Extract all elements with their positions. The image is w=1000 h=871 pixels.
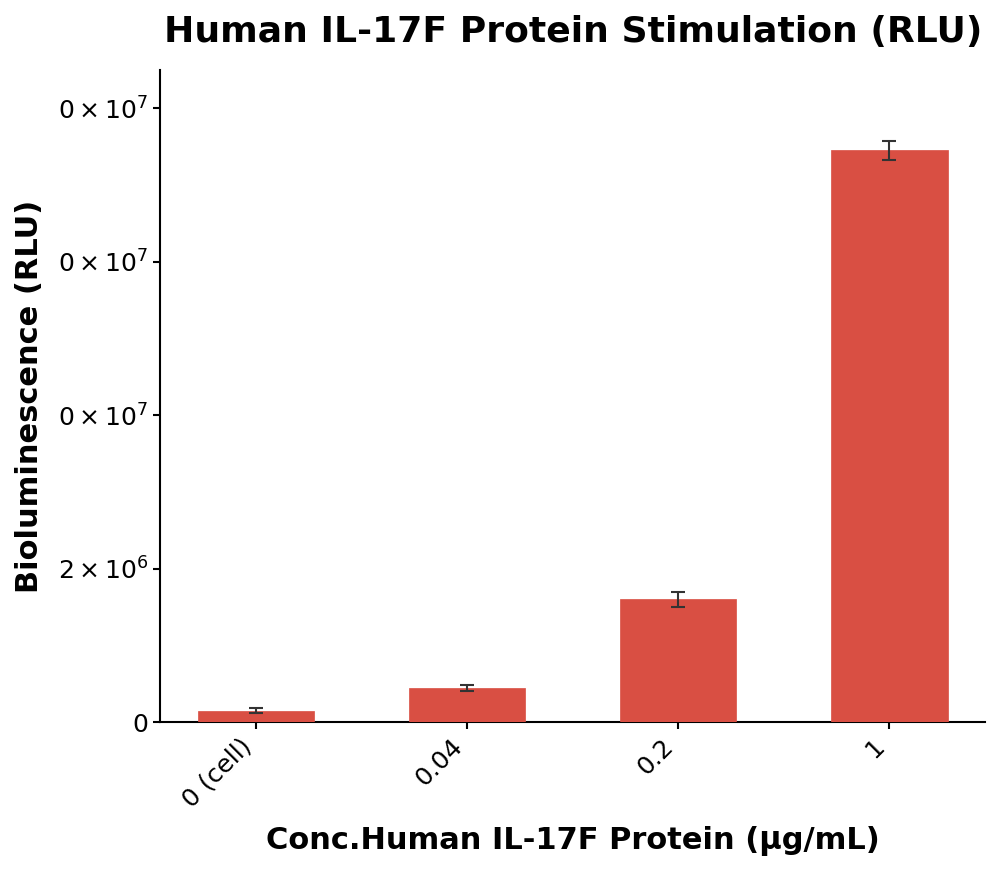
X-axis label: Conc.Human IL-17F Protein (μg/mL): Conc.Human IL-17F Protein (μg/mL) xyxy=(266,826,880,856)
Bar xyxy=(409,687,525,722)
Y-axis label: Bioluminescence (RLU): Bioluminescence (RLU) xyxy=(15,199,44,592)
Title: Human IL-17F Protein Stimulation (RLU): Human IL-17F Protein Stimulation (RLU) xyxy=(164,15,982,49)
Bar xyxy=(198,711,314,722)
Bar xyxy=(831,151,948,722)
Bar xyxy=(620,599,736,722)
